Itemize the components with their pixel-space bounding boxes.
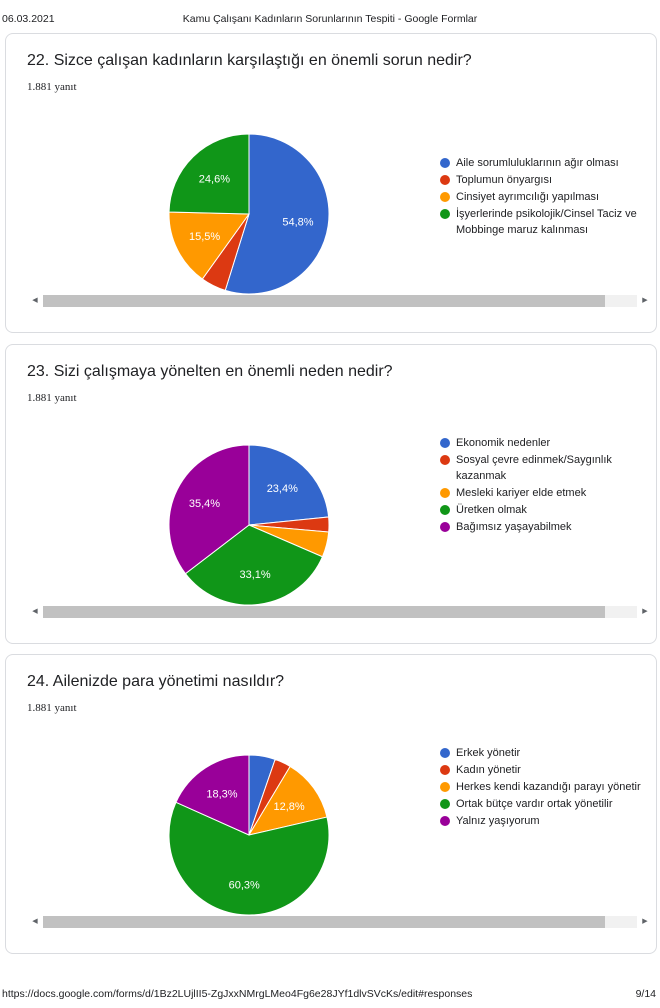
legend-color-dot [440, 175, 450, 185]
legend-label: Bağımsız yaşayabilmek [456, 521, 572, 533]
pie-slice[interactable] [224, 133, 330, 295]
legend-color-dot [440, 748, 450, 758]
print-header: 06.03.2021 Kamu Çalışanı Kadınların Soru… [0, 13, 660, 27]
scroll-track[interactable] [43, 295, 637, 307]
scroll-left-icon[interactable]: ◀ [32, 918, 38, 925]
legend-label: Toplumun önyargısı [456, 174, 552, 186]
legend-color-dot [440, 505, 450, 515]
scroll-right-icon[interactable]: ▶ [642, 297, 648, 304]
question-title: 22. Sizce çalışan kadınların karşılaştığ… [27, 52, 472, 69]
legend-color-dot [440, 782, 450, 792]
pie-slice[interactable] [168, 133, 250, 215]
pie-chart: 23,4% 33,1% 35,4% [168, 444, 330, 606]
horizontal-scrollbar[interactable]: ◀ ▶ [27, 914, 653, 930]
slice-value-label: 24,6% [199, 174, 230, 186]
slice-value-label: 12,8% [273, 801, 304, 813]
response-count: 1.881 yanıt [27, 81, 77, 93]
pie-chart: 12,8% 60,3% 18,3% [168, 754, 330, 916]
pie-chart: 54,8% 15,5% 24,6% [168, 133, 330, 295]
legend-item[interactable]: Yalnız yaşıyorum [440, 813, 655, 829]
legend-label: Ortak bütçe vardır ortak yönetilir [456, 798, 613, 810]
legend-item[interactable]: Bağımsız yaşayabilmek [440, 519, 655, 535]
horizontal-scrollbar[interactable]: ◀ ▶ [27, 604, 653, 620]
pie-slice[interactable] [168, 444, 250, 575]
slice-value-label: 60,3% [229, 879, 260, 891]
response-count: 1.881 yanıt [27, 392, 77, 404]
pie-slice[interactable] [168, 211, 250, 280]
legend-color-dot [440, 158, 450, 168]
scroll-track[interactable] [43, 606, 637, 618]
legend-label: Mesleki kariyer elde etmek [456, 487, 587, 499]
chart-legend: Erkek yönetir Kadın yönetir Herkes kendi… [440, 745, 655, 830]
pie-slice[interactable] [168, 801, 330, 916]
print-footer: https://docs.google.com/forms/d/1Bz2LUjl… [0, 988, 660, 1002]
legend-color-dot [440, 522, 450, 532]
legend-color-dot [440, 455, 450, 465]
legend-label: Üretken olmak [456, 504, 527, 516]
legend-item[interactable]: Mesleki kariyer elde etmek [440, 485, 655, 501]
horizontal-scrollbar[interactable]: ◀ ▶ [27, 293, 653, 309]
slice-value-label: 33,1% [239, 569, 270, 581]
legend-item[interactable]: Toplumun önyargısı [440, 172, 655, 188]
legend-color-dot [440, 438, 450, 448]
legend-item[interactable]: Üretken olmak [440, 502, 655, 518]
scroll-track[interactable] [43, 916, 637, 928]
slice-value-label: 54,8% [282, 217, 313, 229]
legend-label: Kadın yönetir [456, 764, 521, 776]
question-title: 24. Ailenizde para yönetimi nasıldır? [27, 673, 285, 690]
legend-color-dot [440, 799, 450, 809]
scroll-right-icon[interactable]: ▶ [642, 918, 648, 925]
legend-label: Erkek yönetir [456, 747, 521, 759]
legend-label: Cinsiyet ayrımcılığı yapılması [456, 191, 600, 203]
question-title: 23. Sizi çalışmaya yönelten en önemli ne… [27, 363, 393, 380]
scroll-left-icon[interactable]: ◀ [32, 608, 38, 615]
legend-item[interactable]: Ortak bütçe vardır ortak yönetilir [440, 796, 655, 812]
scroll-thumb[interactable] [43, 295, 605, 307]
legend-label: İşyerlerinde psikolojik/Cinsel Taciz ve … [456, 208, 637, 236]
legend-label: Sosyal çevre edinmek/Saygınlık kazanmak [456, 454, 612, 482]
slice-value-label: 35,4% [189, 498, 220, 510]
response-count: 1.881 yanıt [27, 702, 77, 714]
legend-item[interactable]: Sosyal çevre edinmek/Saygınlık kazanmak [440, 452, 655, 484]
legend-item[interactable]: Kadın yönetir [440, 762, 655, 778]
legend-label: Ekonomik nedenler [456, 437, 551, 449]
question-card-24: 24. Ailenizde para yönetimi nasıldır? 1.… [5, 654, 657, 954]
page-number: 9/14 [635, 988, 656, 1000]
chart-legend: Aile sorumluluklarının ağır olması Toplu… [440, 155, 655, 239]
legend-label: Aile sorumluluklarının ağır olması [456, 157, 619, 169]
slice-value-label: 15,5% [189, 231, 220, 243]
legend-item[interactable]: İşyerlerinde psikolojik/Cinsel Taciz ve … [440, 206, 655, 238]
legend-label: Yalnız yaşıyorum [456, 815, 540, 827]
legend-item[interactable]: Erkek yönetir [440, 745, 655, 761]
pie-slice[interactable] [175, 754, 250, 836]
scroll-right-icon[interactable]: ▶ [642, 608, 648, 615]
page-url: https://docs.google.com/forms/d/1Bz2LUjl… [2, 988, 473, 1000]
slice-value-label: 18,3% [206, 788, 237, 800]
legend-color-dot [440, 816, 450, 826]
legend-item[interactable]: Herkes kendi kazandığı parayı yönetir [440, 779, 655, 795]
scroll-thumb[interactable] [43, 606, 605, 618]
question-card-22: 22. Sizce çalışan kadınların karşılaştığ… [5, 33, 657, 333]
legend-item[interactable]: Ekonomik nedenler [440, 435, 655, 451]
pie-slice[interactable] [248, 444, 330, 526]
print-date: 06.03.2021 [2, 13, 55, 25]
legend-color-dot [440, 488, 450, 498]
legend-label: Herkes kendi kazandığı parayı yönetir [456, 781, 641, 793]
legend-color-dot [440, 192, 450, 202]
slice-value-label: 23,4% [267, 483, 298, 495]
scroll-left-icon[interactable]: ◀ [32, 297, 38, 304]
chart-legend: Ekonomik nedenler Sosyal çevre edinmek/S… [440, 435, 655, 536]
legend-item[interactable]: Aile sorumluluklarının ağır olması [440, 155, 655, 171]
scroll-thumb[interactable] [43, 916, 605, 928]
legend-item[interactable]: Cinsiyet ayrımcılığı yapılması [440, 189, 655, 205]
question-card-23: 23. Sizi çalışmaya yönelten en önemli ne… [5, 344, 657, 644]
legend-color-dot [440, 765, 450, 775]
pie-slice[interactable] [184, 524, 324, 606]
legend-color-dot [440, 209, 450, 219]
pie-slice[interactable] [247, 765, 328, 836]
document-title: Kamu Çalışanı Kadınların Sorunlarının Te… [182, 13, 478, 25]
